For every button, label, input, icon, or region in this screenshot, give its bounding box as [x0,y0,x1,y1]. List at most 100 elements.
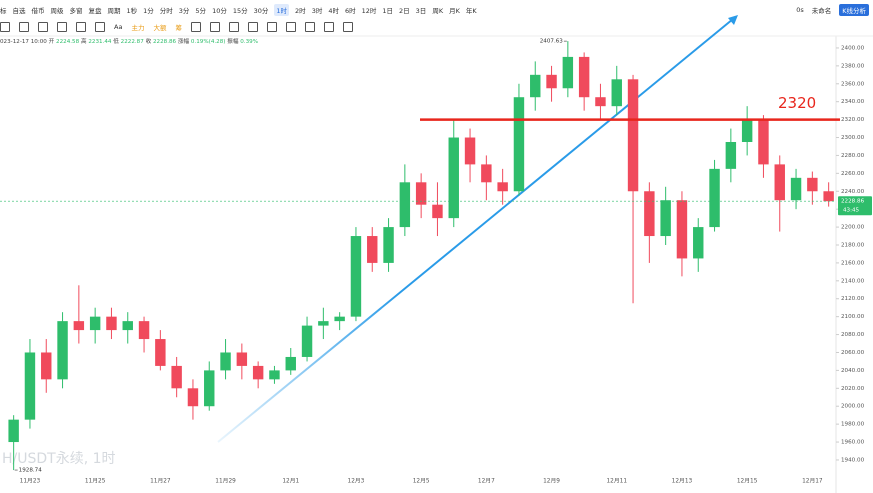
toolbar-button[interactable]: K线分析 [839,4,869,16]
y-tick-label: 1940.00 [841,457,865,463]
x-tick-label: 11月27 [150,478,171,485]
interval-button[interactable]: 15分 [232,7,248,15]
interval-button[interactable]: 2日 [399,7,410,15]
tool-icon[interactable] [95,22,105,32]
candle-body [513,97,525,192]
toolbar-button[interactable]: 未命名 [811,7,832,15]
toolbar-button[interactable]: 借币 [31,7,45,15]
info-value: 2222.87 [120,39,144,45]
y-tick-label: 2100.00 [841,314,865,320]
tool-icon[interactable] [323,22,334,32]
x-tick-label: 12月9 [543,478,560,485]
tool-button[interactable]: 主力 [131,24,145,32]
toolbar-button[interactable]: 周级 [50,7,64,15]
interval-button[interactable]: 2时 [295,7,306,15]
candle-body [790,177,802,201]
candle-body [823,191,834,202]
interval-button[interactable]: 4时 [328,7,339,15]
interval-button[interactable]: 12时 [361,7,377,15]
tool-icon[interactable] [304,22,315,32]
interval-button[interactable]: 3分 [178,7,190,15]
y-tick-label: 1980.00 [841,422,865,428]
interval-button[interactable]: 周K [432,7,444,15]
x-tick-label: 12月7 [478,478,495,485]
interval-button[interactable]: 1日 [382,7,394,15]
info-value: 2231.44 [88,39,112,45]
interval-button[interactable]: 6时 [344,7,356,15]
info-label: 收 [145,39,152,45]
tool-icon[interactable] [266,22,277,32]
drawing-toolbar: Aa 主力 大额筹 [0,20,362,34]
tool-icon[interactable] [285,22,296,32]
interval-button[interactable]: 1分 [143,7,154,15]
level-label: 2320 [778,94,816,112]
candle-body [122,321,133,331]
tool-icon[interactable] [76,22,86,32]
y-tick-label: 2180.00 [841,242,865,248]
x-tick-label: 11月29 [215,478,236,485]
toolbar-button[interactable]: 复盘 [88,7,102,15]
candle-body [627,79,639,192]
candle-body [252,365,264,380]
interval-button[interactable]: 10分 [212,7,227,15]
candle-body [660,200,671,237]
interval-button[interactable]: 30分 [253,7,269,15]
candle-body [220,352,231,371]
candle-body [464,137,476,165]
interval-button[interactable]: 年K [465,7,477,15]
interval-button[interactable]: 分时 [159,7,173,15]
tool-button[interactable]: 大额 [153,24,167,32]
toolbar: 标自选 借币 周级 多窗 复盘 周期 1秒 1分 分时 3分 5分 10分 15分 30分 1时 2时 3时 4时… [0,3,873,17]
y-tick-label: 1960.00 [841,440,865,446]
candle-body [725,141,737,169]
tool-icon[interactable] [342,22,353,32]
interval-button[interactable]: 3时 [311,7,323,15]
info-label: 低 [113,39,119,45]
interval-button[interactable]: 3日 [415,7,427,15]
trend-line [217,18,734,443]
toolbar-button[interactable]: 标 [0,7,7,15]
y-tick-label: 2400.00 [841,45,865,51]
candle-body [611,79,622,107]
toolbar-button[interactable]: 0s [796,6,804,14]
x-tick-label: 12月13 [672,478,693,485]
candle-body [301,325,313,357]
info-value: 2228.86 [152,39,177,45]
tool-icon[interactable] [57,22,67,32]
info-label: 高 [80,39,87,45]
interval-button[interactable]: 5分 [195,7,207,15]
candle-body [383,227,394,263]
y-tick-label: 2140.00 [841,278,865,284]
interval-button[interactable]: 1秒 [126,7,138,15]
toolbar-button[interactable]: 周期 [107,7,121,15]
tool-button[interactable]: Aa [114,23,123,31]
y-tick-label: 2300.00 [841,135,865,141]
candle-body [415,182,427,205]
countdown: 43:45 [843,208,860,214]
candle-body [204,370,215,407]
candle-body [8,419,19,443]
interval-button[interactable]: 1时 [274,4,290,16]
tool-button[interactable]: 筹 [175,24,182,32]
last-price-box [838,196,872,216]
tool-icon[interactable] [209,22,220,32]
candle-body [171,365,182,389]
tool-icon[interactable] [190,22,201,32]
info-value: 0.19%(4.28) [190,39,226,45]
tool-icon[interactable] [228,22,239,32]
y-tick-label: 2260.00 [841,171,865,177]
toolbar-button[interactable]: 自选 [12,7,26,15]
tool-icon[interactable] [247,22,258,32]
interval-button[interactable]: 月K [449,7,460,15]
candle-body [89,316,101,331]
y-tick-label: 2060.00 [841,350,865,356]
tool-icon[interactable] [19,22,29,32]
candle-body [155,339,166,366]
tool-icon[interactable] [0,22,10,32]
toolbar-button[interactable]: 多窗 [69,7,83,15]
info-value: 0.39% [240,39,259,45]
candle-body [530,74,541,98]
y-tick-label: 2040.00 [841,368,865,374]
candle-body [448,137,459,219]
tool-icon[interactable] [38,22,48,32]
